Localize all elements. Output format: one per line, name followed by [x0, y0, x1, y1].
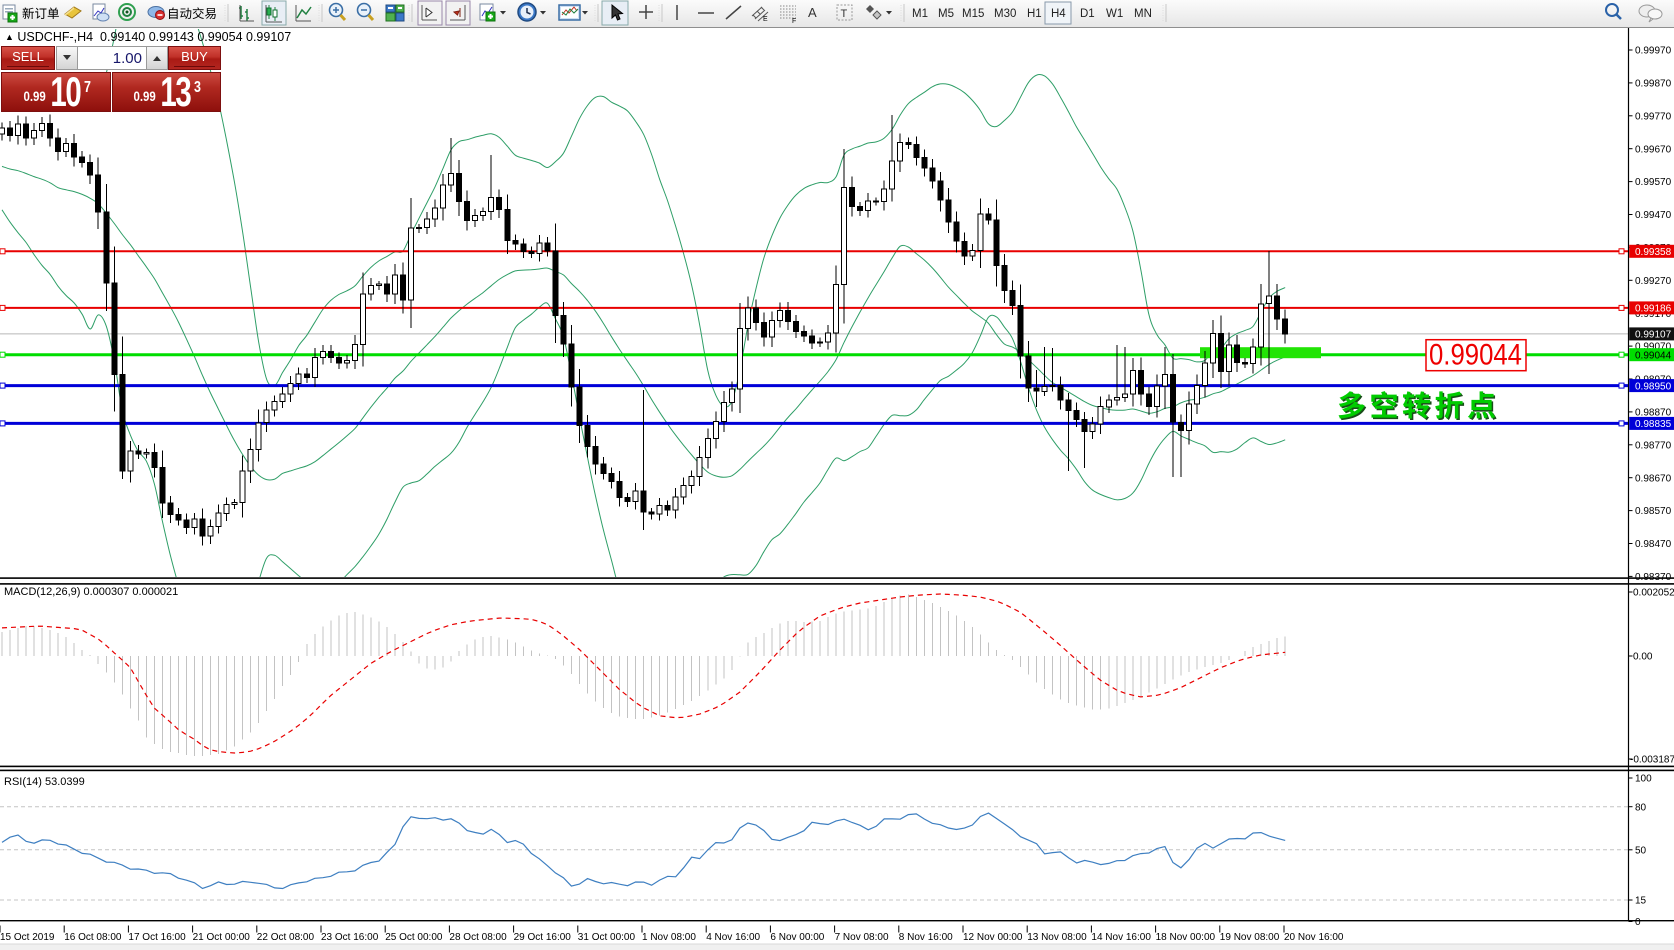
svg-text:0.98835: 0.98835 — [1635, 419, 1672, 430]
svg-text:M5: M5 — [938, 8, 954, 20]
svg-text:14 Nov 16:00: 14 Nov 16:00 — [1091, 932, 1151, 943]
svg-text:0.99270: 0.99270 — [1635, 276, 1672, 287]
svg-text:100: 100 — [1635, 774, 1652, 785]
svg-text:28 Oct 08:00: 28 Oct 08:00 — [449, 932, 507, 943]
svg-text:20 Nov 16:00: 20 Nov 16:00 — [1284, 932, 1344, 943]
svg-text:23 Oct 16:00: 23 Oct 16:00 — [321, 932, 379, 943]
svg-text:29 Oct 16:00: 29 Oct 16:00 — [514, 932, 572, 943]
svg-text:E: E — [763, 16, 768, 23]
svg-text:80: 80 — [1635, 802, 1647, 813]
svg-text:-0.003187: -0.003187 — [1630, 755, 1674, 766]
svg-text:0.99186: 0.99186 — [1635, 304, 1672, 315]
svg-text:0.00: 0.00 — [1633, 652, 1653, 663]
svg-text:0.99107: 0.99107 — [1635, 330, 1672, 341]
svg-text:0.002052: 0.002052 — [1633, 588, 1674, 599]
svg-text:6 Nov 00:00: 6 Nov 00:00 — [770, 932, 824, 943]
svg-text:W1: W1 — [1106, 8, 1123, 20]
svg-text:1 Nov 08:00: 1 Nov 08:00 — [642, 932, 696, 943]
svg-text:M30: M30 — [994, 8, 1016, 20]
svg-text:0.99358: 0.99358 — [1635, 247, 1672, 258]
svg-text:0: 0 — [1635, 917, 1641, 928]
svg-text:0.99044: 0.99044 — [1429, 339, 1522, 372]
svg-text:MN: MN — [1134, 8, 1152, 20]
svg-text:8 Nov 16:00: 8 Nov 16:00 — [899, 932, 953, 943]
svg-text:0.99570: 0.99570 — [1635, 177, 1672, 188]
svg-text:T: T — [841, 8, 848, 20]
svg-text:0.98870: 0.98870 — [1635, 408, 1672, 419]
svg-text:22 Oct 08:00: 22 Oct 08:00 — [257, 932, 315, 943]
svg-text:0.99070: 0.99070 — [1635, 342, 1672, 353]
svg-text:0.98570: 0.98570 — [1635, 506, 1672, 517]
svg-text:7 Nov 08:00: 7 Nov 08:00 — [835, 932, 889, 943]
svg-text:12 Nov 00:00: 12 Nov 00:00 — [963, 932, 1023, 943]
svg-text:0.98670: 0.98670 — [1635, 473, 1672, 484]
svg-text:0.98950: 0.98950 — [1635, 381, 1672, 392]
svg-text:0.99044: 0.99044 — [1635, 351, 1672, 362]
svg-text:0.99770: 0.99770 — [1635, 111, 1672, 122]
svg-text:0.99870: 0.99870 — [1635, 79, 1672, 90]
svg-text:H4: H4 — [1051, 8, 1066, 20]
svg-text:31 Oct 00:00: 31 Oct 00:00 — [578, 932, 636, 943]
svg-text:A: A — [808, 5, 817, 20]
svg-text:4 Nov 16:00: 4 Nov 16:00 — [706, 932, 760, 943]
svg-text:0.98370: 0.98370 — [1635, 572, 1672, 583]
svg-text:0.99970: 0.99970 — [1635, 46, 1672, 57]
svg-text:D1: D1 — [1080, 8, 1095, 20]
svg-text:18 Nov 00:00: 18 Nov 00:00 — [1156, 932, 1216, 943]
svg-text:15: 15 — [1635, 896, 1647, 907]
svg-text:0.98770: 0.98770 — [1635, 440, 1672, 451]
svg-text:16 Oct 08:00: 16 Oct 08:00 — [64, 932, 122, 943]
svg-text:19 Nov 08:00: 19 Nov 08:00 — [1220, 932, 1280, 943]
svg-text:0.99470: 0.99470 — [1635, 210, 1672, 221]
svg-text:0.98470: 0.98470 — [1635, 539, 1672, 550]
svg-text:21 Oct 00:00: 21 Oct 00:00 — [193, 932, 251, 943]
svg-text:50: 50 — [1635, 845, 1647, 856]
svg-text:F: F — [792, 18, 796, 25]
svg-text:MACD(12,26,9) 0.000307 0.00002: MACD(12,26,9) 0.000307 0.000021 — [4, 586, 178, 598]
svg-text:0.99670: 0.99670 — [1635, 144, 1672, 155]
svg-text:M1: M1 — [912, 8, 928, 20]
svg-text:25 Oct 00:00: 25 Oct 00:00 — [385, 932, 443, 943]
svg-text:13 Nov 08:00: 13 Nov 08:00 — [1027, 932, 1087, 943]
svg-text:H1: H1 — [1027, 8, 1042, 20]
svg-text:15 Oct 2019: 15 Oct 2019 — [0, 932, 55, 943]
svg-text:RSI(14) 53.0399: RSI(14) 53.0399 — [4, 776, 85, 788]
svg-text:M15: M15 — [962, 8, 984, 20]
svg-text:17 Oct 16:00: 17 Oct 16:00 — [128, 932, 186, 943]
